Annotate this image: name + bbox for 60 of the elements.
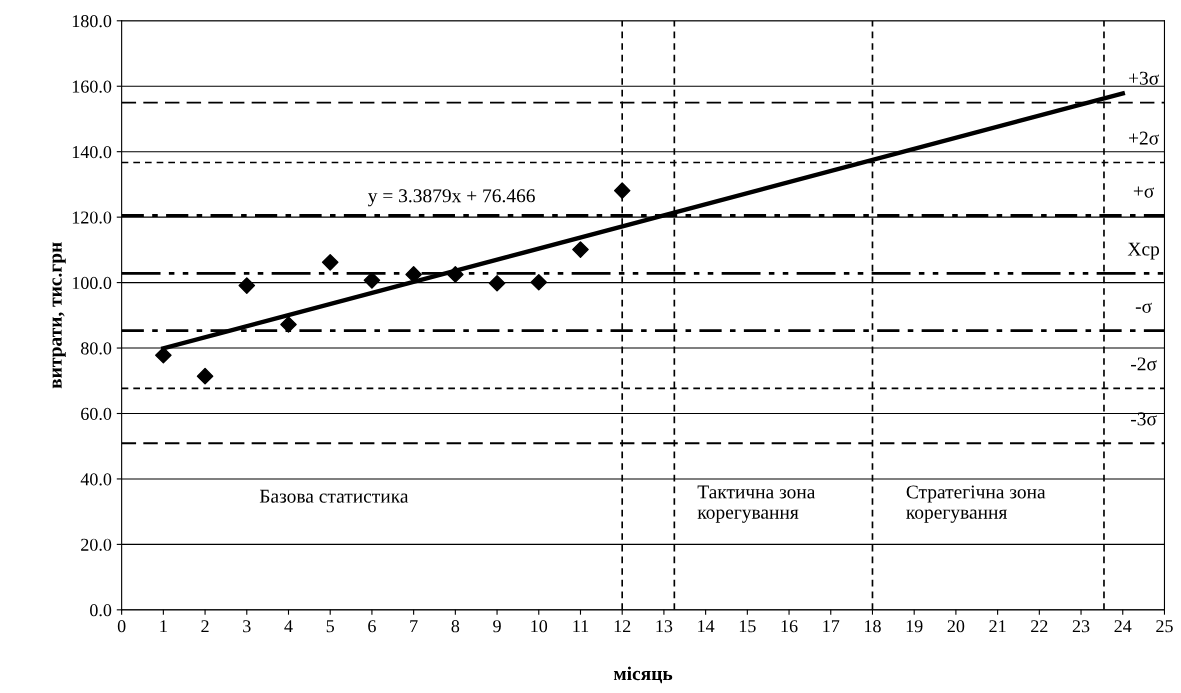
point — [280, 316, 297, 333]
x-tick-label: 22 — [1031, 620, 1048, 633]
x-tick-label: 25 — [1156, 620, 1173, 633]
x-tick-label: 14 — [698, 620, 715, 633]
y-tick-label: 60.0 — [81, 407, 112, 421]
x-tick-label: 10 — [531, 620, 548, 633]
point — [447, 266, 464, 283]
ref-line-label: +3σ — [1128, 71, 1159, 85]
point — [488, 274, 506, 292]
x-tick-label: 7 — [410, 620, 418, 633]
x-tick-label: 5 — [326, 620, 335, 633]
point — [530, 273, 548, 291]
x-tick-label: 11 — [573, 620, 589, 633]
x-tick-label: 13 — [656, 620, 673, 633]
x-tick-label: 16 — [781, 620, 798, 633]
y-tick-label: 120.0 — [72, 211, 112, 224]
x-tick-label: 9 — [493, 620, 501, 633]
x-tick-label: 17 — [823, 620, 840, 633]
y-tick-label: 80.0 — [81, 342, 112, 355]
annotation: Базова статистика — [259, 489, 409, 503]
y-tick-label: 0.0 — [90, 604, 112, 617]
y-tick-label: 160.0 — [72, 80, 112, 93]
ref-line-label: +σ — [1133, 186, 1155, 198]
point — [572, 241, 589, 258]
ref-line-label: +2σ — [1128, 131, 1159, 145]
x-tick-label: 4 — [284, 620, 293, 633]
annotation: Тактична зона корегування — [697, 485, 816, 523]
y-tick-label: 180.0 — [72, 15, 112, 28]
x-axis-title: місяць — [613, 666, 673, 684]
point — [613, 182, 631, 199]
point — [405, 266, 422, 283]
point — [155, 346, 172, 364]
point — [321, 253, 339, 271]
x-tick-label: 1 — [160, 620, 167, 633]
x-tick-label: 18 — [865, 620, 881, 633]
ref-line-label: -3σ — [1130, 412, 1157, 426]
point — [238, 277, 256, 294]
y-tick-label: 100.0 — [72, 276, 112, 290]
ref-line-label: Хср — [1127, 242, 1160, 260]
y-tick-label: 140.0 — [72, 145, 112, 159]
x-tick-label: 20 — [947, 620, 965, 633]
x-tick-label: 12 — [614, 620, 631, 633]
x-tick-label: 23 — [1072, 620, 1090, 633]
y-tick-label: 40.0 — [80, 473, 112, 486]
y-axis-title: витрати, тис.грн — [52, 242, 66, 389]
x-tick-label: 3 — [243, 620, 251, 633]
ref-line-label: -2σ — [1130, 357, 1157, 371]
ref-line-label: -σ — [1135, 302, 1152, 313]
x-tick-label: 21 — [989, 620, 1006, 633]
x-tick-label: 24 — [1114, 620, 1132, 633]
x-tick-label: 6 — [368, 620, 376, 633]
x-tick-label: 0 — [117, 620, 126, 633]
annotation: y = 3.3879x + 76.466 — [367, 189, 535, 207]
y-tick-label: 20.0 — [81, 538, 112, 551]
x-tick-label: 19 — [906, 620, 923, 633]
annotation: Стратегічна зона корегування — [906, 485, 1046, 523]
x-tick-label: 15 — [739, 620, 756, 633]
x-tick-label: 2 — [201, 620, 209, 633]
x-tick-label: 8 — [451, 620, 460, 633]
point — [196, 367, 214, 385]
